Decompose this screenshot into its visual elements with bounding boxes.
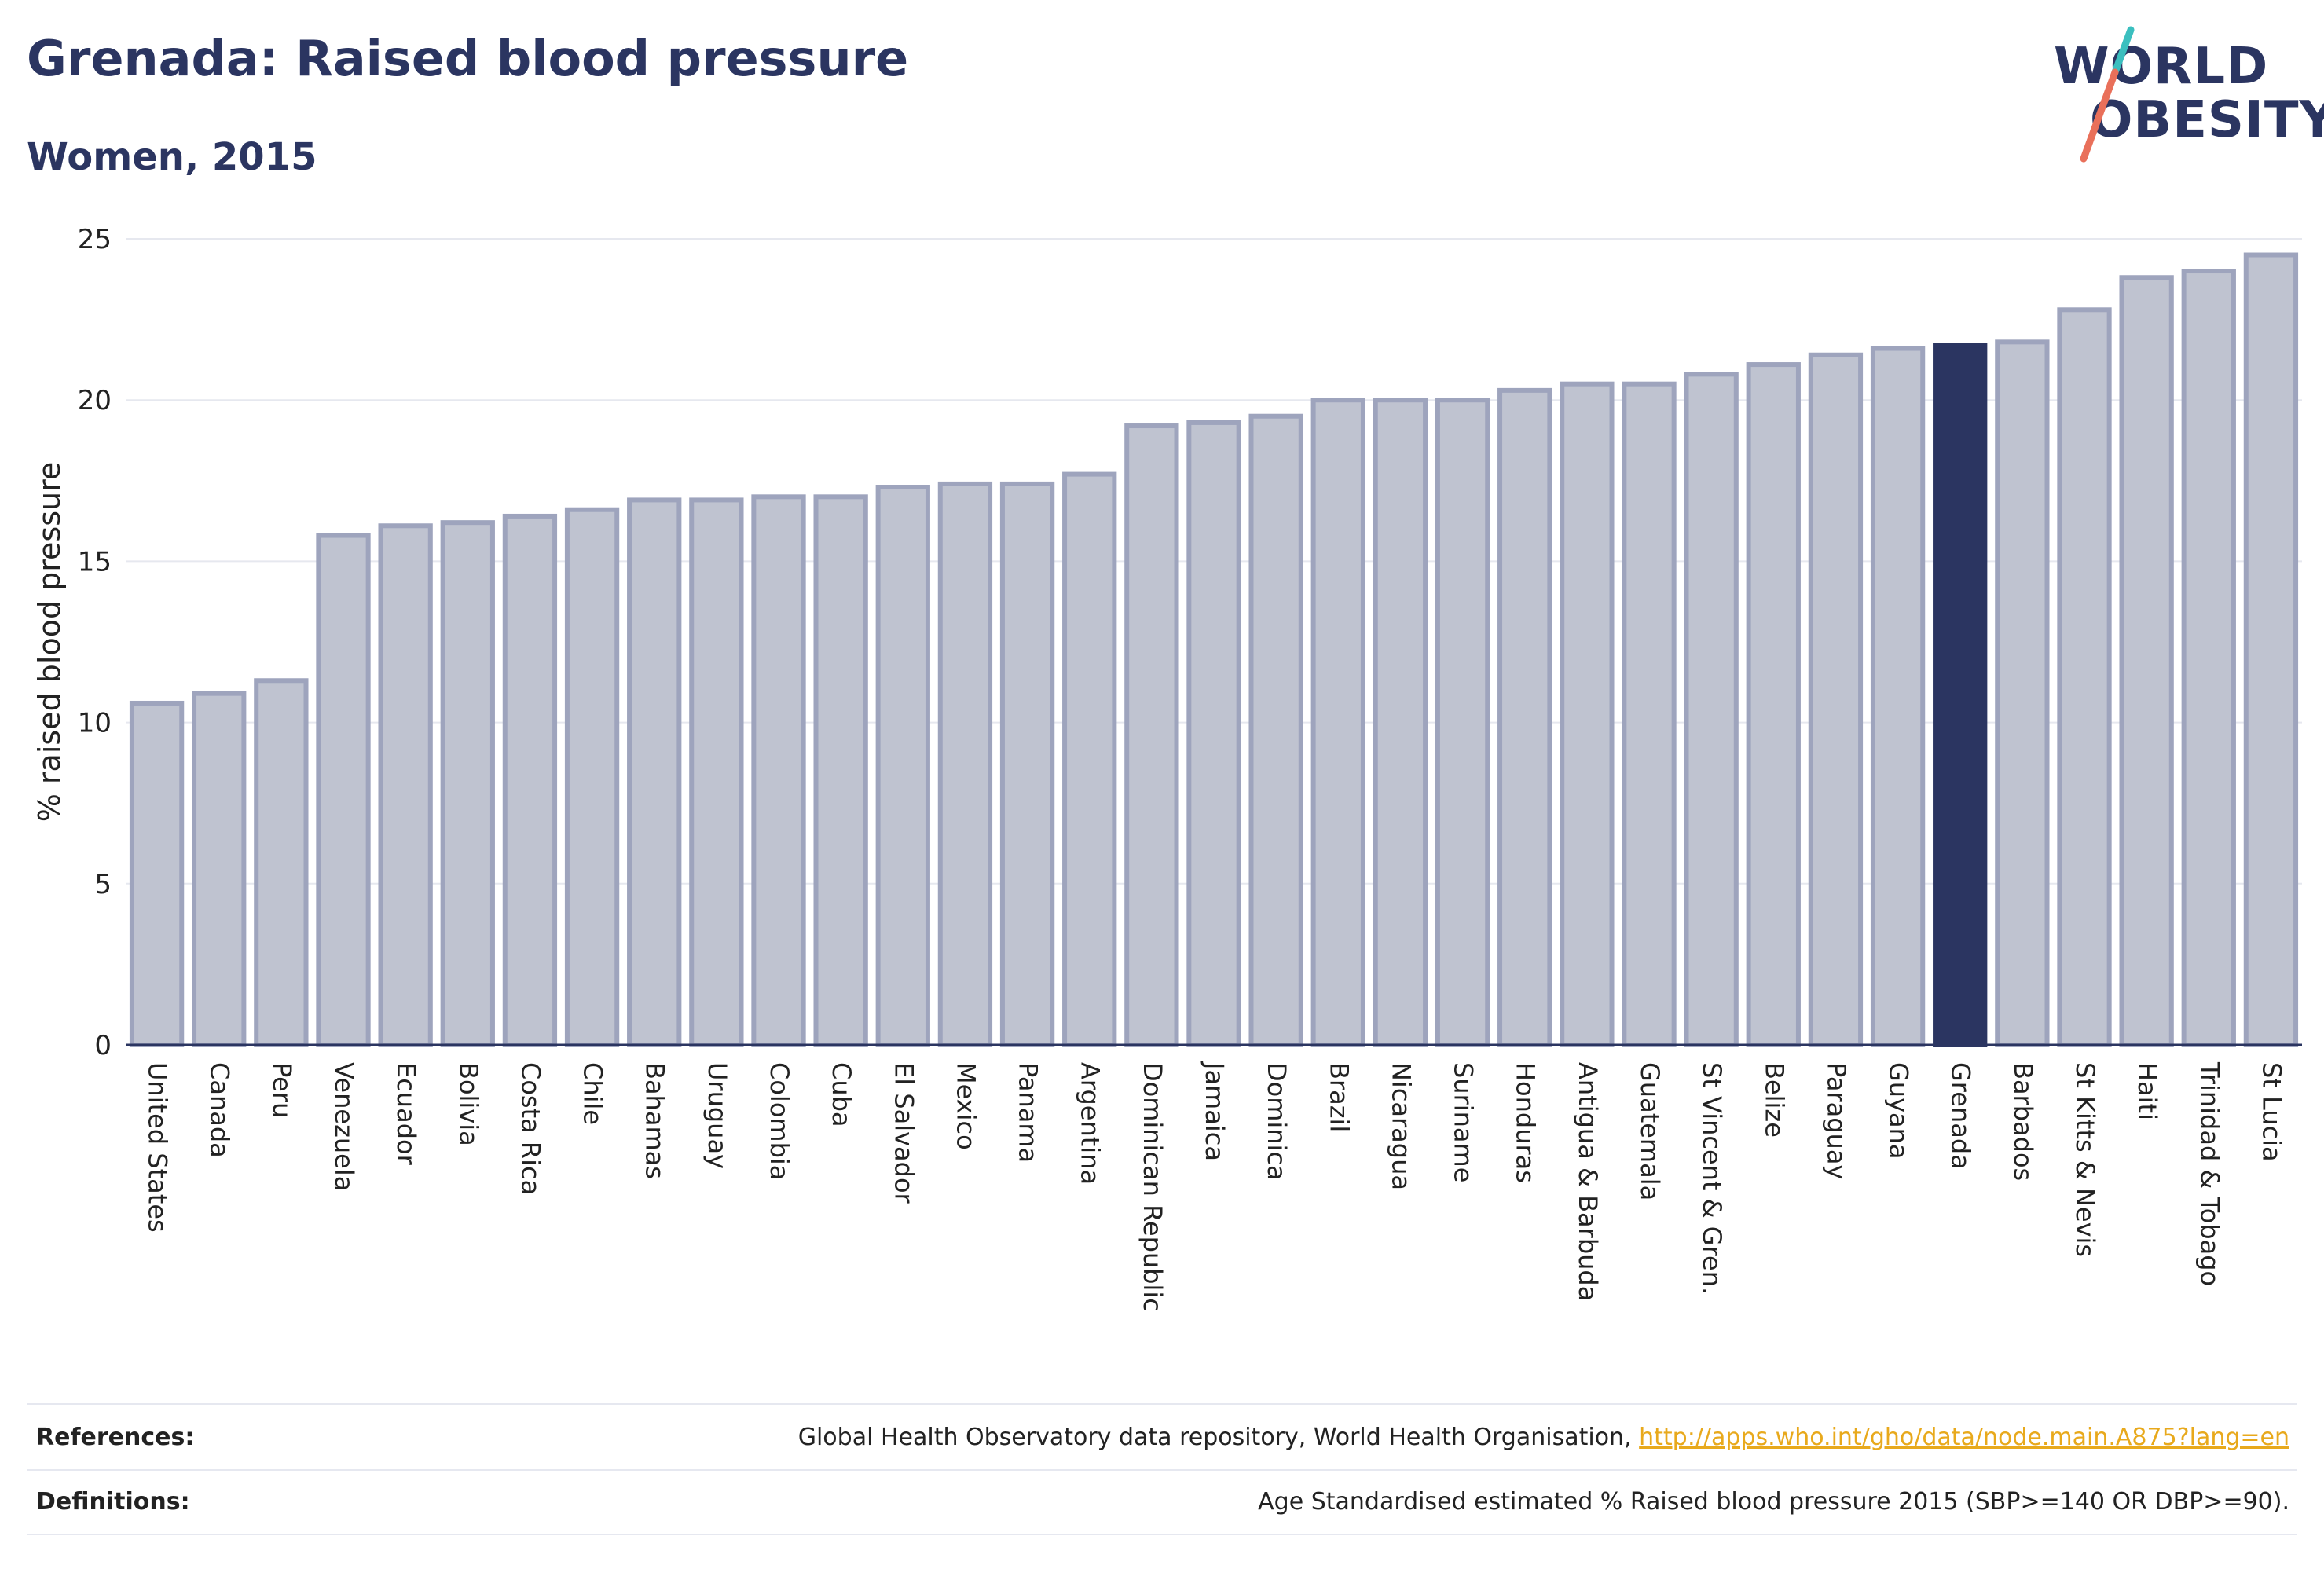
x-tick-label: Uruguay	[702, 1062, 732, 1169]
x-tick-label: Venezuela	[329, 1062, 359, 1191]
x-tick-label: Colombia	[764, 1062, 794, 1180]
references-link[interactable]: http://apps.who.int/gho/data/node.main.A…	[1639, 1424, 2289, 1451]
x-tick-label: Ecuador	[391, 1062, 421, 1166]
y-axis-title: % raised blood pressure	[32, 462, 67, 823]
bar	[1870, 346, 1926, 1047]
x-tick-label: Haiti	[2132, 1062, 2162, 1120]
bar	[1373, 398, 1428, 1047]
x-tick-label: Argentina	[1076, 1062, 1105, 1185]
references-text: Global Health Observatory data repositor…	[797, 1424, 1640, 1451]
bar	[129, 700, 185, 1047]
bar	[316, 533, 371, 1047]
x-tick-label: Honduras	[1511, 1062, 1541, 1183]
x-tick-label: Chile	[578, 1062, 608, 1125]
x-tick-label: Barbados	[2008, 1062, 2038, 1181]
x-tick-label: Dominican Republic	[1138, 1062, 1167, 1312]
x-tick-label: Mexico	[951, 1062, 981, 1150]
x-tick-label: Brazil	[1324, 1062, 1354, 1132]
bar	[1310, 398, 1365, 1047]
bar	[502, 513, 558, 1047]
x-tick-label: Nicaragua	[1386, 1062, 1416, 1190]
bar	[1622, 381, 1677, 1047]
bars	[129, 252, 2299, 1048]
x-tick-label: Cuba	[827, 1062, 856, 1127]
bar-chart: 0 5 10 15 20 25 United States Canada Peru Venezu…	[32, 224, 2302, 1312]
x-tick-label: Dominica	[1262, 1062, 1292, 1181]
x-tick-label: United States	[143, 1062, 173, 1233]
bar	[1560, 381, 1615, 1047]
y-tick-label: 10	[78, 708, 112, 739]
x-tick-label: Guatemala	[1635, 1062, 1665, 1200]
bar	[1497, 387, 1552, 1047]
y-tick-label: 15	[78, 546, 112, 577]
page-subtitle: Women, 2015	[27, 135, 317, 179]
definitions-value: Age Standardised estimated % Raised bloo…	[1258, 1488, 2289, 1516]
bar	[627, 497, 682, 1047]
bar	[1435, 398, 1490, 1047]
bar	[2243, 252, 2299, 1047]
x-tick-label: Jamaica	[1200, 1061, 1230, 1161]
bar	[254, 678, 309, 1047]
bar	[875, 485, 930, 1047]
logo-line-1: WORLD	[2054, 38, 2269, 96]
x-tick-labels: United States Canada Peru Venezuela Ecuador B…	[143, 1061, 2287, 1312]
x-tick-label: St Kitts & Nevis	[2070, 1062, 2100, 1257]
bar	[1808, 352, 1864, 1047]
logo-line-2: OBESITY	[2090, 91, 2324, 149]
x-tick-label: Peru	[267, 1062, 297, 1118]
x-tick-label: Panama	[1014, 1062, 1043, 1163]
bar	[1248, 413, 1303, 1047]
x-tick-label: Bolivia	[453, 1062, 483, 1146]
y-tick-label: 0	[94, 1030, 112, 1061]
bar	[1746, 362, 1801, 1047]
references-row: References: Global Health Observatory da…	[27, 1409, 2289, 1468]
references-label: References:	[36, 1424, 195, 1451]
bar	[999, 481, 1055, 1047]
bar-highlight	[1933, 343, 1988, 1047]
bar	[2181, 269, 2236, 1048]
page-title: Grenada: Raised blood pressure	[27, 30, 909, 87]
x-tick-label: Bahamas	[640, 1062, 670, 1179]
y-tick-label: 5	[94, 869, 112, 900]
world-obesity-logo: WORLD OBESITY	[2043, 24, 2324, 165]
bar	[378, 523, 433, 1047]
definitions-label: Definitions:	[36, 1488, 190, 1516]
y-tick-label: 20	[78, 385, 112, 416]
bar	[689, 497, 744, 1047]
bar	[2057, 307, 2112, 1047]
bar	[937, 481, 993, 1047]
bar	[192, 691, 247, 1047]
x-tick-label: El Salvador	[889, 1062, 918, 1204]
bar	[1186, 420, 1241, 1047]
x-tick-label: Canada	[205, 1062, 235, 1158]
y-tick-label: 25	[78, 224, 112, 255]
definitions-row: Definitions: Age Standardised estimated …	[27, 1474, 2289, 1532]
logo-slash-icon	[2080, 26, 2135, 163]
x-tick-label: Paraguay	[1821, 1062, 1851, 1179]
x-tick-label: Costa Rica	[515, 1062, 545, 1195]
bar	[813, 494, 868, 1047]
x-tick-label: Guyana	[1884, 1062, 1914, 1160]
x-tick-label: Grenada	[1946, 1062, 1976, 1170]
x-tick-label: St Vincent & Gren.	[1697, 1062, 1727, 1295]
bar	[1995, 339, 2050, 1047]
x-tick-label: Belize	[1759, 1062, 1789, 1138]
bar	[2119, 275, 2174, 1047]
footer-divider-top	[27, 1403, 2297, 1405]
bar	[751, 494, 806, 1047]
footer-divider-bottom	[27, 1534, 2297, 1535]
bar	[1062, 471, 1117, 1047]
x-tick-label: Trinidad & Tobago	[2194, 1061, 2224, 1286]
bar	[564, 507, 620, 1047]
y-tick-labels: 0 5 10 15 20 25	[78, 224, 112, 1061]
bar	[1684, 372, 1739, 1048]
references-value: Global Health Observatory data repositor…	[798, 1424, 2289, 1451]
x-tick-label: Antigua & Barbuda	[1573, 1062, 1603, 1301]
x-tick-label: Suriname	[1449, 1062, 1479, 1182]
bar	[1124, 423, 1179, 1047]
bar	[440, 520, 495, 1047]
x-tick-label: St Lucia	[2256, 1062, 2286, 1162]
footer-divider-middle	[27, 1469, 2297, 1471]
